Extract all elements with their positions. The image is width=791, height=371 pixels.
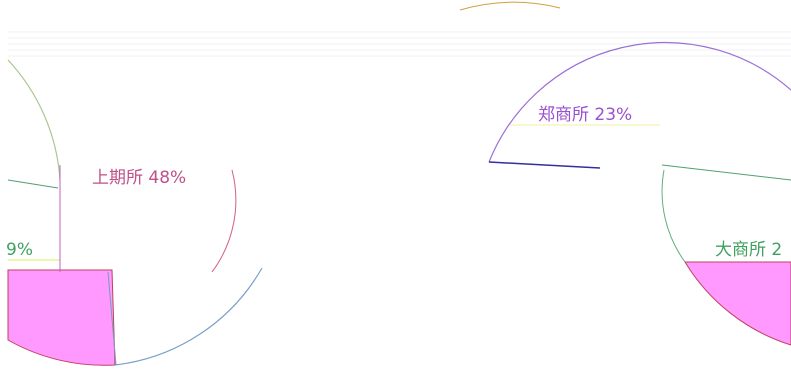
pie-label: 郑商所 23% <box>538 105 632 125</box>
pie-edge <box>211 169 237 273</box>
stripes <box>8 31 791 57</box>
pie-edge <box>114 267 263 366</box>
pie-label: 9% <box>6 240 33 260</box>
pie-edge <box>661 169 686 263</box>
pie-divider <box>661 164 791 181</box>
right-pie: 郑商所 23% 大商所 2 <box>459 1 791 346</box>
pie-edge <box>7 59 61 181</box>
pie-divider <box>107 271 117 366</box>
pie-edge <box>488 41 791 163</box>
pie-edge <box>459 1 561 11</box>
pie-slice <box>684 261 791 346</box>
canvas: 上期所 48% 9% 郑商所 23% 大商所 2 <box>6 1 791 366</box>
pie-slice <box>7 269 116 366</box>
pie-label: 上期所 48% <box>92 168 186 188</box>
pie-label: 大商所 2 <box>715 240 782 260</box>
pie-divider <box>7 179 59 189</box>
pie-divider <box>488 161 601 169</box>
left-pie: 上期所 48% 9% <box>6 59 263 366</box>
